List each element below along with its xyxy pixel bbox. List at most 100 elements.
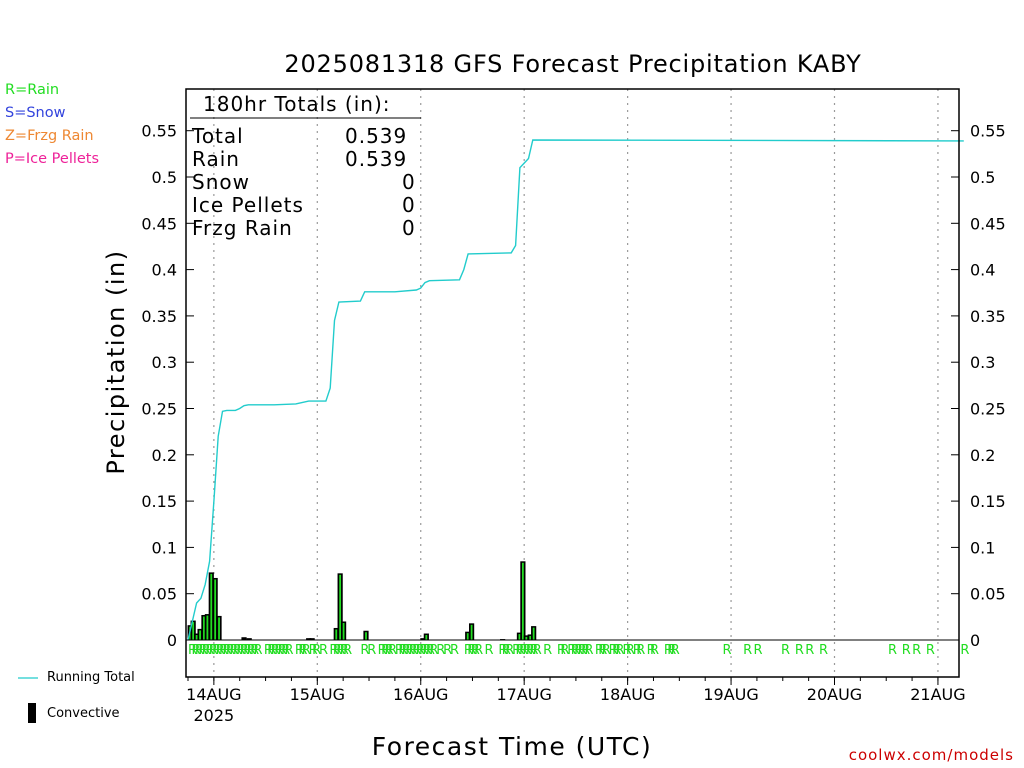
rain-marker: R [450,643,459,658]
rain-marker: R [340,643,349,658]
x-tick-label: 15AUG [290,685,345,704]
rain-marker: R [264,643,273,658]
rain-marker: R [429,643,438,658]
legend-running-total: Running Total [47,670,135,685]
vertical-grid-lines [213,89,939,677]
rain-marker: R [367,643,376,658]
y-tick-label-right: 0.4 [970,261,995,280]
rain-bar-fill [342,622,345,640]
rain-marker: R [581,643,590,658]
totals-value-ice-pellets: 0 [402,193,416,217]
rain-marker: R [805,643,814,658]
rain-marker: R [191,643,200,658]
rain-bar-fill [195,635,198,640]
rain-marker: R [485,643,494,658]
convective-legend-swatch [28,703,36,723]
rain-marker: R [419,643,428,658]
rain-marker: R [329,643,338,658]
rain-marker: R [616,643,625,658]
rain-bar-fill [218,617,220,640]
rain-marker: R [219,643,228,658]
y-tick-label-right: 0 [970,631,980,650]
convective-bar [500,639,506,640]
rain-marker: R [385,643,394,658]
y-tick-label-right: 0.55 [970,122,1006,141]
rain-marker: R [560,643,569,658]
rain-bar-fill [210,573,213,640]
y-tick-label-left: 0 [167,631,177,650]
rain-marker: R [233,643,242,658]
y-tick-label-left: 0.45 [141,214,177,233]
legend-ice-pellets: P=Ice Pellets [5,151,100,167]
rain-marker: R [567,643,576,658]
rain-marker: R [602,643,611,658]
rain-bar-fill [199,630,201,640]
rain-bar-fill [365,632,367,640]
rain-marker: R [398,643,407,658]
rain-marker: R [267,643,276,658]
x-tick-label: 17AUG [496,685,551,704]
rain-marker: R [295,643,304,658]
rain-marker: R [533,643,542,658]
rain-marker: R [522,643,531,658]
rain-marker: R [319,643,328,658]
rain-marker: R [271,643,280,658]
rain-marker: R [416,643,425,658]
rain-marker: R [402,643,411,658]
rain-marker: R [888,643,897,658]
y-tick-label-right: 0.15 [970,492,1006,511]
rain-marker: R [250,643,259,658]
y-tick-label-left: 0.2 [152,446,177,465]
rain-marker: R [819,643,828,658]
rain-marker: R [571,643,580,658]
rain-marker: R [753,643,762,658]
totals-value-rain: 0.539 [345,147,408,171]
totals-label-rain: Rain [192,147,240,171]
totals-label-total: Total [192,124,244,148]
rain-marker: R [512,643,521,658]
y-tick-label-right: 0.1 [970,538,995,557]
rain-marker: R [467,643,476,658]
rain-bar-fill [532,627,535,640]
rain-marker: R [409,643,418,658]
totals-header: 180hr Totals (in): [203,92,391,116]
rain-marker: R [243,643,252,658]
rain-bar-fill [425,635,428,640]
y-tick-label-left: 0.15 [141,492,177,511]
convective-bar [241,637,247,640]
convective-bar [246,638,252,640]
y-tick-label-left: 0.55 [141,122,177,141]
y-tick-label-left: 0.3 [152,353,177,372]
rain-marker: R [647,643,656,658]
legend-frzg-rain: Z=Frzg Rain [5,128,94,144]
rain-marker: R [212,643,221,658]
rain-marker: R [664,643,673,658]
rain-marker: R [498,643,507,658]
convective-bars [187,561,537,640]
rain-marker: R [529,643,538,658]
convective-bar [309,638,315,640]
plot-frame [185,88,960,678]
y-tick-label-right: 0.5 [970,168,995,187]
rain-marker: R [543,643,552,658]
credit-link[interactable]: coolwx.com/models [848,746,1014,764]
running-total-line [187,139,964,641]
rain-marker: R [781,643,790,658]
rain-marker: R [622,643,631,658]
rain-bar-fill [206,615,209,640]
rain-marker: R [574,643,583,658]
y-tick-label-right: 0.25 [970,400,1006,419]
rain-marker: R [633,643,642,658]
rain-marker: R [205,643,214,658]
rain-marker: R [302,643,311,658]
y-tick-label-left: 0.4 [152,261,177,280]
rain-marker: R [516,643,525,658]
rain-marker: R [422,643,431,658]
y-tick-label-right: 0.3 [970,353,995,372]
rain-marker: R [902,643,911,658]
rain-marker: R [926,643,935,658]
legend-convective: Convective [47,706,120,721]
rain-marker: R [526,643,535,658]
rain-bar-fill [529,635,532,640]
